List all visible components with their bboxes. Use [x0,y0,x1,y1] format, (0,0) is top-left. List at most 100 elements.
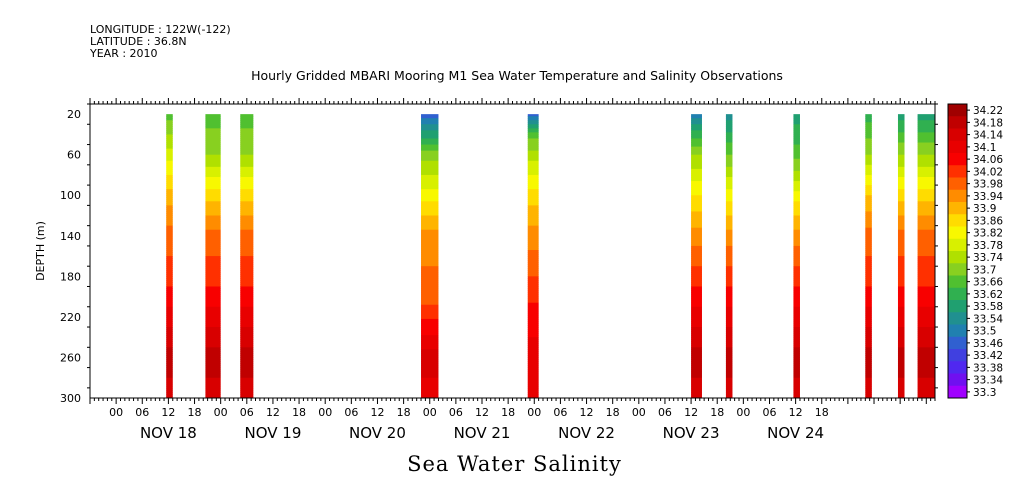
salinity-cell [240,185,254,188]
salinity-cell [205,130,221,133]
salinity-cell [205,195,221,198]
salinity-cell [725,371,733,375]
x-tick-label: 18 [815,406,829,419]
salinity-cell [205,243,221,247]
salinity-cell [205,300,221,304]
salinity-cell [917,341,935,344]
x-tick-label: 18 [188,406,202,419]
salinity-cell [421,304,439,308]
salinity-cell [166,345,173,348]
salinity-cell [725,197,733,200]
salinity-cell [725,120,733,123]
salinity-cell [917,118,935,121]
salinity-cell [917,231,935,235]
salinity-cell [240,290,254,294]
salinity-cell [205,209,221,212]
salinity-cell [240,142,254,146]
salinity-cell [793,325,800,328]
salinity-cell [897,116,905,119]
salinity-cell [166,185,173,188]
salinity-cell [725,264,733,267]
salinity-cell [421,355,439,358]
salinity-cell [725,266,733,269]
colorbar-label: 33.38 [973,362,1003,374]
salinity-cell [691,191,702,194]
salinity-cell [205,357,221,360]
salinity-cell [166,322,173,326]
colorbar-label: 34.02 [973,166,1003,178]
colorbar-label: 33.66 [973,277,1003,289]
salinity-cell [240,312,254,316]
salinity-cell [240,221,254,225]
salinity-cell [421,239,439,243]
salinity-cell [527,314,539,318]
salinity-cell [166,276,173,279]
salinity-cell [793,393,800,397]
salinity-cell [865,207,872,210]
salinity-cell [166,349,173,352]
salinity-cell [865,256,872,259]
salinity-cell [793,239,800,243]
salinity-cell [205,122,221,125]
salinity-cell [527,351,539,354]
salinity-cell [691,383,702,387]
salinity-cell [205,284,221,287]
salinity-cell [527,225,539,229]
salinity-cell [897,148,905,152]
salinity-cell [865,241,872,245]
salinity-cell [205,369,221,373]
salinity-cell [421,375,439,379]
salinity-cell [240,322,254,326]
salinity-cell [421,247,439,251]
salinity-cell [793,233,800,237]
salinity-cell [527,306,539,310]
salinity-cell [421,122,439,125]
salinity-cell [421,300,439,304]
salinity-cell [917,252,935,255]
salinity-cell [725,280,733,283]
salinity-cell [917,164,935,168]
salinity-cell [421,387,439,391]
salinity-cell [527,162,539,166]
salinity-cell [725,320,733,324]
salinity-cell [725,152,733,156]
x-tick-label: 12 [161,406,175,419]
salinity-cell [166,233,173,237]
salinity-cell [897,181,905,184]
salinity-cell [240,160,254,164]
salinity-cell [421,241,439,245]
salinity-cell [917,179,935,182]
salinity-cell [166,219,173,223]
salinity-cell [240,288,254,292]
salinity-cell [421,174,439,178]
salinity-cell [917,136,935,139]
salinity-cell [166,191,173,194]
salinity-cell [725,331,733,334]
salinity-cell [691,327,702,330]
salinity-cell [691,181,702,184]
salinity-cell [793,343,800,346]
salinity-cell [421,235,439,239]
salinity-cell [166,300,173,304]
salinity-cell [421,280,439,283]
colorbar-label: 33.3 [973,387,996,399]
salinity-cell [897,162,905,166]
salinity-cell [421,195,439,198]
salinity-cell [725,181,733,184]
salinity-cell [205,333,221,336]
salinity-cell [897,217,905,221]
salinity-cell [240,166,254,170]
salinity-cell [917,327,935,330]
salinity-cell [897,150,905,154]
salinity-cell [917,361,935,365]
salinity-cell [725,335,733,338]
salinity-cell [691,116,702,119]
salinity-cell [527,193,539,196]
salinity-cell [725,185,733,188]
salinity-cell [691,278,702,281]
salinity-cell [205,373,221,377]
salinity-cell [240,341,254,344]
salinity-cell [527,191,539,194]
salinity-cell [897,205,905,208]
salinity-cell [205,280,221,283]
